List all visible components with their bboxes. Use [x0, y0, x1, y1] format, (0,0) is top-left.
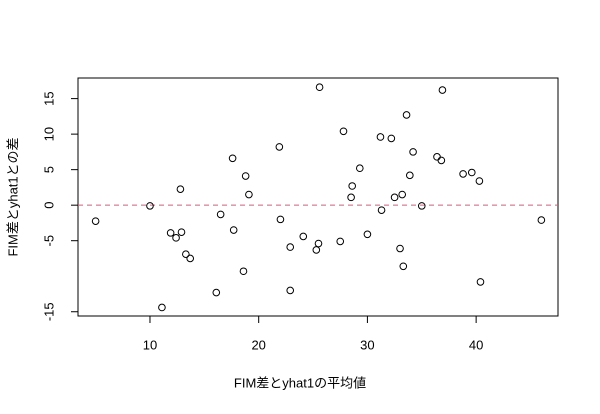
point	[475, 177, 484, 185]
point	[216, 210, 225, 219]
point	[390, 193, 399, 202]
point	[91, 217, 100, 225]
x-tick-label: 20	[251, 337, 265, 352]
point	[182, 250, 190, 258]
point	[417, 202, 426, 210]
point	[339, 127, 348, 136]
point	[312, 246, 321, 254]
point	[363, 230, 372, 239]
point	[177, 228, 186, 236]
point	[409, 148, 417, 156]
point	[276, 215, 285, 224]
point	[406, 171, 414, 180]
point	[467, 168, 476, 177]
point	[158, 303, 166, 312]
point	[241, 172, 250, 180]
x-tick-label: 40	[469, 337, 483, 352]
point	[229, 226, 238, 234]
point	[172, 234, 180, 242]
y-tick-label: -5	[41, 235, 56, 247]
point	[286, 286, 295, 295]
plot-frame	[77, 77, 559, 317]
point	[166, 229, 175, 237]
point	[399, 262, 408, 271]
y-tick-label: 15	[41, 91, 56, 105]
point	[437, 156, 446, 165]
point	[347, 193, 355, 202]
point	[315, 83, 324, 92]
x-tick-label: 30	[360, 337, 374, 352]
point	[212, 288, 221, 297]
point	[398, 190, 407, 199]
point	[438, 86, 447, 94]
y-tick-label: 10	[41, 127, 56, 141]
x-tick-label: 10	[143, 337, 157, 352]
point	[228, 154, 237, 163]
point	[387, 134, 396, 143]
y-tick-label: 0	[41, 202, 56, 209]
point	[336, 237, 345, 246]
y-axis-label: FIM差とyhat1との差	[5, 137, 20, 256]
point	[186, 254, 194, 263]
point	[537, 216, 546, 224]
point	[245, 190, 253, 199]
point	[476, 278, 485, 286]
point	[146, 202, 154, 210]
point	[176, 185, 185, 193]
point	[459, 170, 467, 178]
point	[348, 182, 356, 190]
point	[239, 267, 248, 276]
point	[377, 206, 386, 214]
point	[396, 244, 404, 253]
point	[314, 239, 323, 248]
point	[402, 111, 411, 119]
point	[433, 153, 441, 161]
point	[286, 243, 295, 251]
y-tick-label: 5	[41, 166, 56, 173]
point	[299, 232, 308, 241]
point	[275, 143, 284, 151]
x-axis-label: FIM差とyhat1の平均値	[234, 375, 366, 390]
point	[356, 164, 364, 173]
point	[376, 133, 385, 141]
y-tick-label: -15	[41, 302, 56, 321]
